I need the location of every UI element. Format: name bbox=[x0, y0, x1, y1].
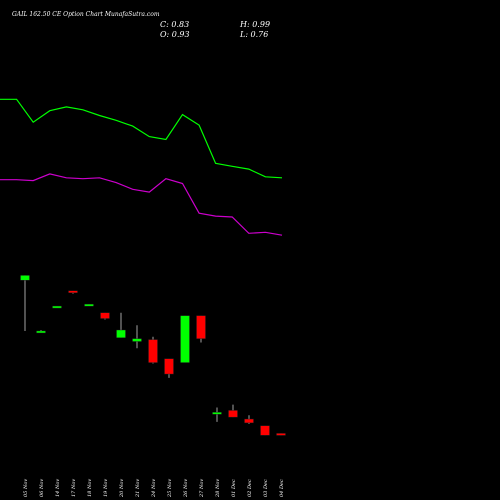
candle-body bbox=[212, 412, 222, 415]
candle-27-nov bbox=[196, 315, 206, 343]
candle-body bbox=[244, 418, 254, 424]
candle-body bbox=[84, 303, 94, 307]
candle-03-dec bbox=[260, 425, 270, 436]
x-tick-label: 27 Nov bbox=[199, 479, 205, 498]
x-tick-label: 02 Dec bbox=[247, 479, 253, 497]
candle-body bbox=[260, 425, 270, 436]
candle-body bbox=[20, 275, 30, 281]
low-readout: L: 0.76 bbox=[239, 30, 268, 39]
candle-body bbox=[148, 339, 158, 363]
candle-04-dec bbox=[276, 433, 286, 436]
candle-body bbox=[116, 329, 126, 338]
high-readout: H: 0.99 bbox=[239, 20, 270, 29]
x-tick-label: 14 Nov bbox=[55, 479, 61, 497]
x-tick-label: 18 Nov bbox=[87, 479, 93, 497]
candle-body bbox=[180, 315, 190, 363]
x-tick-label: 04 Dec bbox=[279, 479, 285, 497]
candle-body bbox=[228, 410, 238, 418]
x-tick-label: 01 Dec bbox=[231, 479, 237, 497]
x-axis-ticks: 05 Nov 06 Nov 14 Nov 17 Nov 18 Nov 19 Nov 20 N… bbox=[23, 479, 285, 498]
x-tick-label: 05 Nov bbox=[23, 479, 29, 497]
candle-body bbox=[276, 433, 286, 436]
candle-26-nov bbox=[180, 315, 190, 363]
candle-05-nov bbox=[20, 275, 30, 331]
candle-17-nov bbox=[68, 290, 78, 294]
x-tick-label: 21 Nov bbox=[135, 479, 141, 498]
candle-14-nov bbox=[52, 305, 62, 309]
x-tick-label: 19 Nov bbox=[103, 479, 109, 497]
x-tick-label: 03 Dec bbox=[263, 479, 269, 497]
candle-25-nov bbox=[164, 358, 174, 378]
candle-06-nov bbox=[36, 330, 46, 334]
x-tick-label: 24 Nov bbox=[151, 479, 157, 498]
ma-short-line bbox=[0, 98, 283, 179]
candle-24-nov bbox=[148, 336, 158, 364]
candle-02-dec bbox=[244, 415, 254, 424]
ma-long-line bbox=[0, 173, 283, 236]
moving-average-layer bbox=[0, 98, 283, 236]
candle-body bbox=[132, 338, 142, 342]
candle-body bbox=[52, 305, 62, 309]
candle-28-nov bbox=[212, 407, 222, 422]
candle-20-nov bbox=[116, 312, 126, 338]
candles-layer bbox=[20, 275, 286, 436]
candle-body bbox=[36, 330, 46, 334]
x-tick-label: 28 Nov bbox=[215, 479, 221, 498]
candle-body bbox=[196, 315, 206, 339]
chart-title: GAIL 162.50 CE Option Chart MunafaSutra.… bbox=[12, 11, 160, 18]
x-tick-label: 06 Nov bbox=[39, 479, 45, 497]
x-tick-label: 26 Nov bbox=[183, 479, 189, 498]
x-tick-label: 20 Nov bbox=[119, 479, 125, 498]
candle-body bbox=[68, 290, 78, 293]
candle-body bbox=[100, 312, 110, 319]
candle-18-nov bbox=[84, 303, 94, 307]
open-readout: O: 0.93 bbox=[160, 30, 190, 39]
x-tick-label: 25 Nov bbox=[167, 479, 173, 498]
candle-19-nov bbox=[100, 312, 110, 320]
candle-01-dec bbox=[228, 404, 238, 418]
candle-body bbox=[164, 358, 174, 375]
x-tick-label: 17 Nov bbox=[71, 479, 77, 497]
close-readout: C: 0.83 bbox=[160, 20, 189, 29]
candle-21-nov bbox=[132, 325, 142, 349]
